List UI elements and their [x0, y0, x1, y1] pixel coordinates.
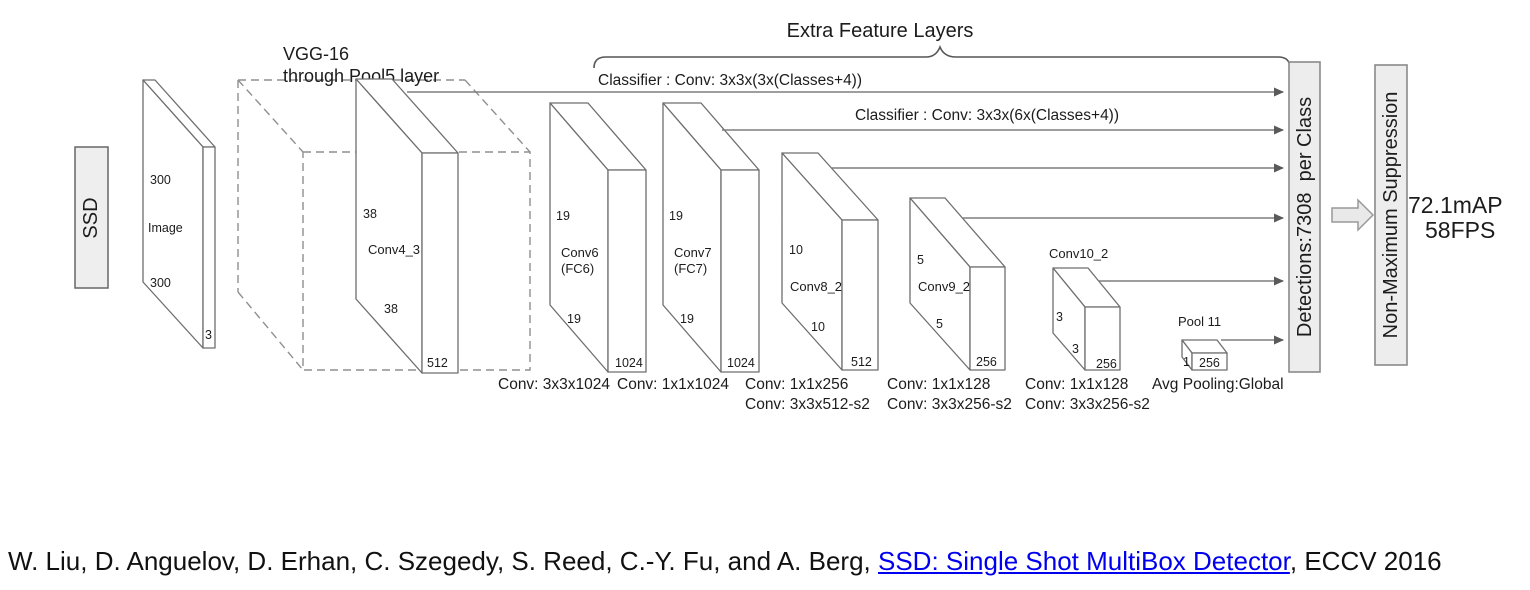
conv7-d: 1024	[727, 356, 755, 370]
conv6-h: 19	[556, 209, 570, 223]
conv10-2-h: 3	[1056, 310, 1063, 324]
conv9-2-h: 5	[917, 253, 924, 267]
block-arrow-icon	[1331, 198, 1375, 232]
op-conv10-2: Conv: 3x3x256-s2	[1025, 396, 1150, 413]
vgg-edge	[464, 79, 531, 153]
conv4-3-h: 38	[363, 207, 377, 221]
citation: W. Liu, D. Anguelov, D. Erhan, C. Szeged…	[8, 546, 1442, 577]
nms-label: Non-Maximum Suppression	[1380, 92, 1402, 339]
vgg-dashed-box: VGG-16 through Pool5 layer	[237, 44, 531, 371]
fps-value: 58FPS	[1425, 217, 1495, 243]
layer-pool11: Pool 11 1 256	[1178, 314, 1228, 371]
citation-suffix: , ECCV 2016	[1289, 546, 1442, 576]
vgg-label-line1: VGG-16	[283, 44, 349, 64]
layer-conv10-2: Conv10_2 3 3 256	[1049, 246, 1121, 371]
conv4-3-right-face	[421, 152, 459, 374]
ssd-label-box: SSD	[74, 146, 109, 289]
layer-conv4-3: 38 Conv4_3 38 512	[355, 78, 459, 374]
conv9-2-name: Conv9_2	[918, 279, 970, 294]
ssd-architecture-diagram: Extra Feature Layers SSD 300 Image 300 3…	[74, 20, 1503, 413]
brace-icon	[593, 44, 1291, 69]
conv8-2-right-face	[841, 219, 879, 371]
layer-conv6: 19 Conv6 (FC6) 19 1024	[549, 102, 647, 373]
op-conv9-2: Conv: 3x3x256-s2	[887, 396, 1012, 413]
ssd-box	[74, 146, 109, 289]
op-conv10-1: Conv: 1x1x128	[1025, 376, 1128, 393]
op-conv8-1: Conv: 1x1x256	[745, 376, 848, 393]
pool11-d: 256	[1199, 356, 1220, 370]
conv8-2-d: 512	[851, 355, 872, 369]
conv8-2-h: 10	[789, 243, 803, 257]
nms-box: Non-Maximum Suppression	[1374, 64, 1408, 366]
map-value: 72.1mAP	[1408, 192, 1503, 218]
extra-feature-layers-title: Extra Feature Layers	[787, 20, 974, 42]
op-conv9-1: Conv: 1x1x128	[887, 376, 990, 393]
conv6-name: Conv6	[561, 245, 599, 260]
conv10-2-right-face	[1084, 306, 1121, 371]
conv10-2-w: 3	[1072, 342, 1079, 356]
citation-prefix: W. Liu, D. Anguelov, D. Erhan, C. Szeged…	[8, 546, 878, 576]
citation-link[interactable]: SSD: Single Shot MultiBox Detector	[878, 546, 1290, 576]
conv6-w: 19	[567, 312, 581, 326]
conv10-2-d: 256	[1096, 357, 1117, 371]
image-height: 300	[150, 173, 171, 187]
layer-conv9-2: 5 Conv9_2 5 256	[909, 197, 1006, 371]
vgg-edge	[237, 79, 304, 153]
pool11-h: 1	[1183, 355, 1190, 369]
classifier-label-2: Classifier : Conv: 3x3x(6x(Classes+4))	[855, 107, 1119, 124]
ssd-label: SSD	[80, 197, 102, 238]
vgg-label-line2: through Pool5 layer	[283, 66, 439, 86]
classifier-label-1: Classifier : Conv: 3x3x(3x(Classes+4))	[598, 72, 862, 89]
conv4-3-name: Conv4_3	[368, 242, 420, 257]
conv6-right-face	[607, 169, 647, 373]
conv7-w: 19	[680, 312, 694, 326]
image-right-face	[202, 146, 216, 349]
layer-conv8-2: 10 Conv8_2 10 512	[781, 152, 879, 371]
op-conv7: Conv: 1x1x1024	[617, 376, 729, 393]
conv4-3-d: 512	[427, 356, 448, 370]
vgg-edge	[237, 291, 304, 371]
vgg-front-face	[302, 151, 531, 371]
pool11-right-face	[1191, 352, 1228, 371]
detections-rect	[1288, 61, 1321, 373]
pool11-name: Pool 11	[1178, 314, 1221, 329]
conv6-name2: (FC6)	[561, 261, 594, 276]
op-conv6: Conv: 3x3x1024	[498, 376, 610, 393]
conv10-2-name: Conv10_2	[1049, 246, 1108, 261]
conv7-h: 19	[669, 209, 683, 223]
conv7-name: Conv7	[674, 245, 712, 260]
image-depth: 3	[205, 328, 212, 342]
conv8-2-w: 10	[811, 320, 825, 334]
conv7-right-face	[720, 169, 760, 373]
layer-conv7: 19 Conv7 (FC7) 19 1024	[662, 102, 760, 373]
nms-rect	[1374, 64, 1408, 366]
conv6-d: 1024	[615, 356, 643, 370]
conv8-2-name: Conv8_2	[790, 279, 842, 294]
conv9-2-d: 256	[976, 355, 997, 369]
image-left-face	[142, 79, 204, 349]
conv9-2-w: 5	[936, 317, 943, 331]
op-conv8-2: Conv: 3x3x512-s2	[745, 396, 870, 413]
detections-box: Detections:7308 per Class	[1288, 61, 1321, 373]
detections-label: Detections:7308 per Class	[1294, 97, 1316, 337]
image-width: 300	[150, 276, 171, 290]
image-label: Image	[148, 221, 183, 235]
op-pool11: Avg Pooling:Global	[1152, 376, 1284, 393]
conv9-2-right-face	[969, 266, 1006, 371]
conv7-name2: (FC7)	[674, 261, 707, 276]
image-block: 300 Image 300 3	[142, 79, 216, 349]
conv4-3-w: 38	[384, 302, 398, 316]
